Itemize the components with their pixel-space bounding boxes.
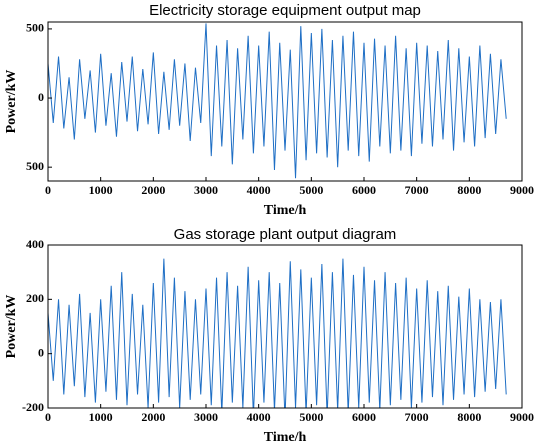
- y-axis-label: Power/kW: [4, 70, 19, 134]
- chart-title: Electricity storage equipment output map: [149, 2, 421, 19]
- x-tick-label: 2000: [141, 410, 165, 424]
- x-tick-label: 4000: [247, 183, 271, 197]
- x-tick-label: 4000: [247, 410, 271, 424]
- x-tick-label: 6000: [352, 183, 376, 197]
- x-tick-label: 9000: [510, 183, 534, 197]
- y-tick-label: 0: [38, 90, 44, 104]
- chart-title: Gas storage plant output diagram: [174, 226, 397, 243]
- x-tick-label: 7000: [405, 183, 429, 197]
- y-tick-label: 500: [26, 159, 44, 173]
- plot-frame: [47, 244, 523, 409]
- y-tick-label: 400: [26, 237, 44, 251]
- y-tick-label: -200: [22, 400, 44, 414]
- y-tick-label: 200: [26, 291, 44, 305]
- y-axis-label: Power/kW: [4, 295, 19, 359]
- plot-frame: [47, 21, 523, 182]
- x-tick-label: 9000: [510, 410, 534, 424]
- x-tick-label: 8000: [457, 183, 481, 197]
- data-line: [48, 258, 507, 408]
- y-tick-label: 0: [38, 345, 44, 359]
- x-tick-label: 8000: [457, 410, 481, 424]
- x-axis-label: Time/h: [264, 203, 307, 218]
- y-tick-label: 500: [26, 21, 44, 35]
- data-line: [48, 23, 507, 179]
- x-tick-label: 6000: [352, 410, 376, 424]
- x-tick-label: 0: [45, 410, 51, 424]
- x-tick-label: 3000: [194, 183, 218, 197]
- x-tick-label: 2000: [141, 183, 165, 197]
- x-tick-label: 3000: [194, 410, 218, 424]
- x-axis-label: Time/h: [264, 430, 307, 445]
- x-tick-label: 1000: [89, 183, 113, 197]
- x-tick-label: 7000: [405, 410, 429, 424]
- x-tick-label: 1000: [89, 410, 113, 424]
- x-tick-label: 0: [45, 183, 51, 197]
- x-tick-label: 5000: [299, 183, 323, 197]
- x-tick-label: 5000: [299, 410, 323, 424]
